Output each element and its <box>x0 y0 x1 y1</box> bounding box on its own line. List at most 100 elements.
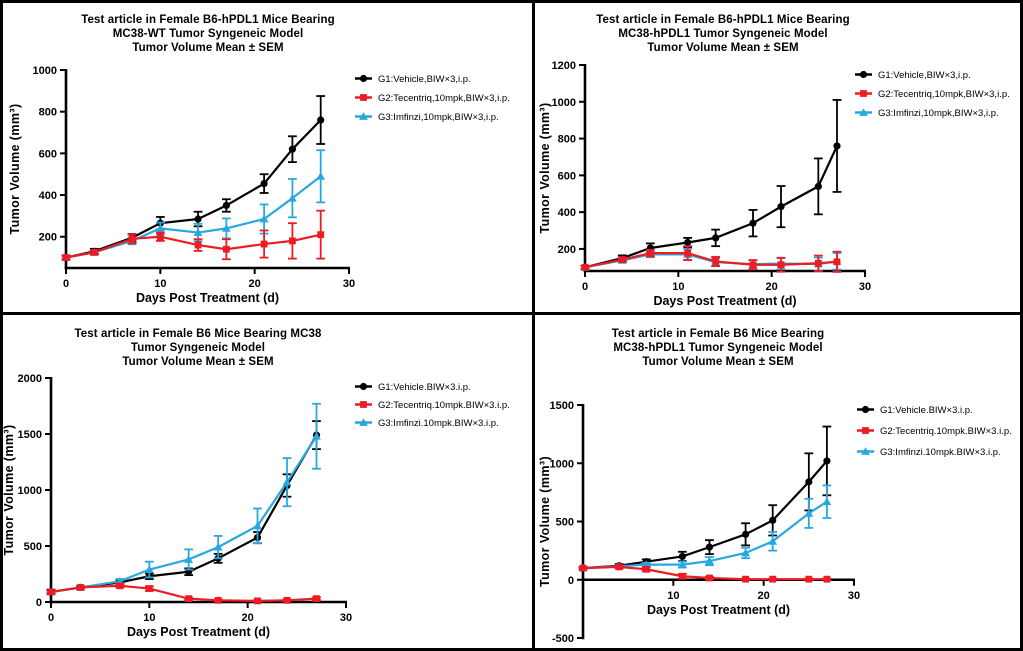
marker-triangle <box>259 214 269 223</box>
y-tick-label: 600 <box>39 148 57 160</box>
marker-square <box>646 249 654 257</box>
y-ticks: 200 400 600 800 1000 <box>33 65 66 244</box>
marker-circle <box>222 201 230 210</box>
legend-label: G3:Imfinzi,10mpk,BIW×3,i.p. <box>378 112 499 123</box>
y-axis-label: Tumor Volume (mm³) <box>8 103 22 234</box>
marker-circle <box>805 478 813 486</box>
y-tick-label: 400 <box>39 190 57 202</box>
y-tick-label: 1000 <box>33 65 57 77</box>
y-tick-label: 200 <box>558 244 576 256</box>
marker-square <box>833 258 841 266</box>
marker-triangle <box>822 497 832 506</box>
series-line <box>584 145 838 269</box>
y-axis-label: Tumor Volume (mm³) <box>538 456 552 587</box>
marker-circle <box>712 234 720 242</box>
marker-square <box>116 582 124 590</box>
tumor-volume-plot-b6-mc38: 0 500 1000 1500 2000 0 10 20 30 Days Post Treatme… <box>3 373 510 639</box>
marker-triangle <box>193 228 203 236</box>
marker-square <box>706 574 713 582</box>
legend-label: G2:Tecentriq.10mpk.BIW×3.i.p. <box>880 426 1012 437</box>
series-line <box>65 119 322 259</box>
legend: G1:Vehicle.BIW×3.i.p. G2:Tecentriq.10mpk.… <box>857 405 1012 458</box>
x-ticks: 0 10 20 30 <box>63 268 355 290</box>
marker-square <box>814 259 822 267</box>
x-axis-label: Days Post Treatment (d) <box>653 294 796 308</box>
marker-square <box>47 588 55 596</box>
marker-square <box>185 595 193 603</box>
marker-square <box>579 564 587 572</box>
marker-square <box>194 241 202 249</box>
series-g2 <box>61 209 326 261</box>
marker-square <box>222 245 230 253</box>
series-g1 <box>578 425 832 572</box>
legend: G1:Vehicle.BIW×3.i.p. G2:Tecentriq.10mpk.… <box>355 382 510 429</box>
legend-item: G1:Vehicle,BIW×3,i.p. <box>355 74 471 85</box>
legend-item: G1:Vehicle,BIW×3,i.p. <box>855 70 971 81</box>
marker-square <box>313 595 320 603</box>
marker-circle <box>769 516 777 524</box>
y-tick-label: 1500 <box>550 400 574 412</box>
y-tick-label: 600 <box>558 170 576 182</box>
marker-triangle <box>677 560 687 569</box>
marker-circle <box>742 530 750 538</box>
marker-triangle <box>155 224 165 232</box>
marker-square <box>62 254 70 261</box>
marker-square <box>749 261 757 269</box>
y-ticks: 200 400 600 800 1000 1200 <box>552 60 585 256</box>
y-tick-label: 1200 <box>552 60 576 72</box>
marker-circle <box>705 543 714 551</box>
axes <box>583 64 866 273</box>
marker-triangle <box>741 548 750 557</box>
marker-circle <box>777 203 785 211</box>
series-line <box>50 584 317 602</box>
marker-circle <box>678 552 686 561</box>
marker-square <box>317 231 325 239</box>
marker-triangle <box>359 112 368 120</box>
tumor-volume-plot-mc38-hpdl1: 200 400 600 800 1000 1200 0 10 20 30 Days Post Tre… <box>538 60 1010 308</box>
marker-circle <box>814 182 822 190</box>
y-tick-label: 1000 <box>552 97 576 109</box>
legend: G1:Vehicle,BIW×3,i.p. G2:Tecentriq,10mpk,… <box>855 70 1010 119</box>
marker-square <box>742 575 749 583</box>
marker-triangle <box>804 509 814 517</box>
marker-circle <box>823 457 831 465</box>
y-tick-label: 1000 <box>18 485 42 497</box>
panel-bottom-left: Test article in Female B6 Mice Bearing M… <box>3 315 535 648</box>
x-tick-label: 30 <box>848 590 860 602</box>
legend-item: G2:Tecentriq,10mpk,BIW×3,i.p. <box>355 93 510 104</box>
legend: G1:Vehicle,BIW×3,i.p. G2:Tecentriq,10mpk,… <box>355 74 510 123</box>
x-ticks: 0 10 20 30 <box>48 602 352 624</box>
panel-bottom-right: Test article in Female B6 Mice Bearing M… <box>535 315 1020 648</box>
marker-square <box>156 233 164 241</box>
marker-circle <box>194 215 202 223</box>
legend-item: G2:Tecentriq.10mpk.BIW×3.i.p. <box>355 400 510 411</box>
legend-item: G1:Vehicle.BIW×3.i.p. <box>355 382 471 393</box>
legend-label: G3:Imfinzi,10mpk,BIW×3,i.p. <box>878 108 999 119</box>
legend-label: G1:Vehicle,BIW×3,i.p. <box>378 74 471 85</box>
legend-item: G1:Vehicle.BIW×3.i.p. <box>857 405 973 416</box>
x-axis-label: Days Post Treatment (d) <box>136 291 279 305</box>
series-line <box>582 460 828 570</box>
series-g1 <box>46 420 321 596</box>
y-tick-label: 200 <box>39 232 57 244</box>
marker-square <box>777 261 785 269</box>
marker-square <box>283 596 291 604</box>
series-line <box>65 233 321 259</box>
marker-triangle <box>768 537 778 545</box>
marker-circle <box>359 382 368 391</box>
x-tick-label: 10 <box>667 590 679 602</box>
legend-label: G3:Imfinzi.10mpk.BIW×3.i.p. <box>378 418 499 429</box>
y-tick-label: 0 <box>36 597 42 609</box>
x-ticks: 0 10 20 30 <box>582 271 871 293</box>
marker-square <box>805 575 813 583</box>
y-tick-label: 800 <box>39 107 57 119</box>
y-tick-label: 1000 <box>550 458 574 470</box>
legend-label: G3:Imfinzi.10mpk.BIW×3.i.p. <box>880 447 1001 458</box>
marker-square <box>214 596 222 604</box>
marker-circle <box>684 238 692 247</box>
marker-square <box>615 563 623 571</box>
marker-circle <box>260 179 268 188</box>
y-tick-label: 2000 <box>18 373 42 385</box>
y-axis-label: Tumor Volume (mm³) <box>538 102 552 233</box>
